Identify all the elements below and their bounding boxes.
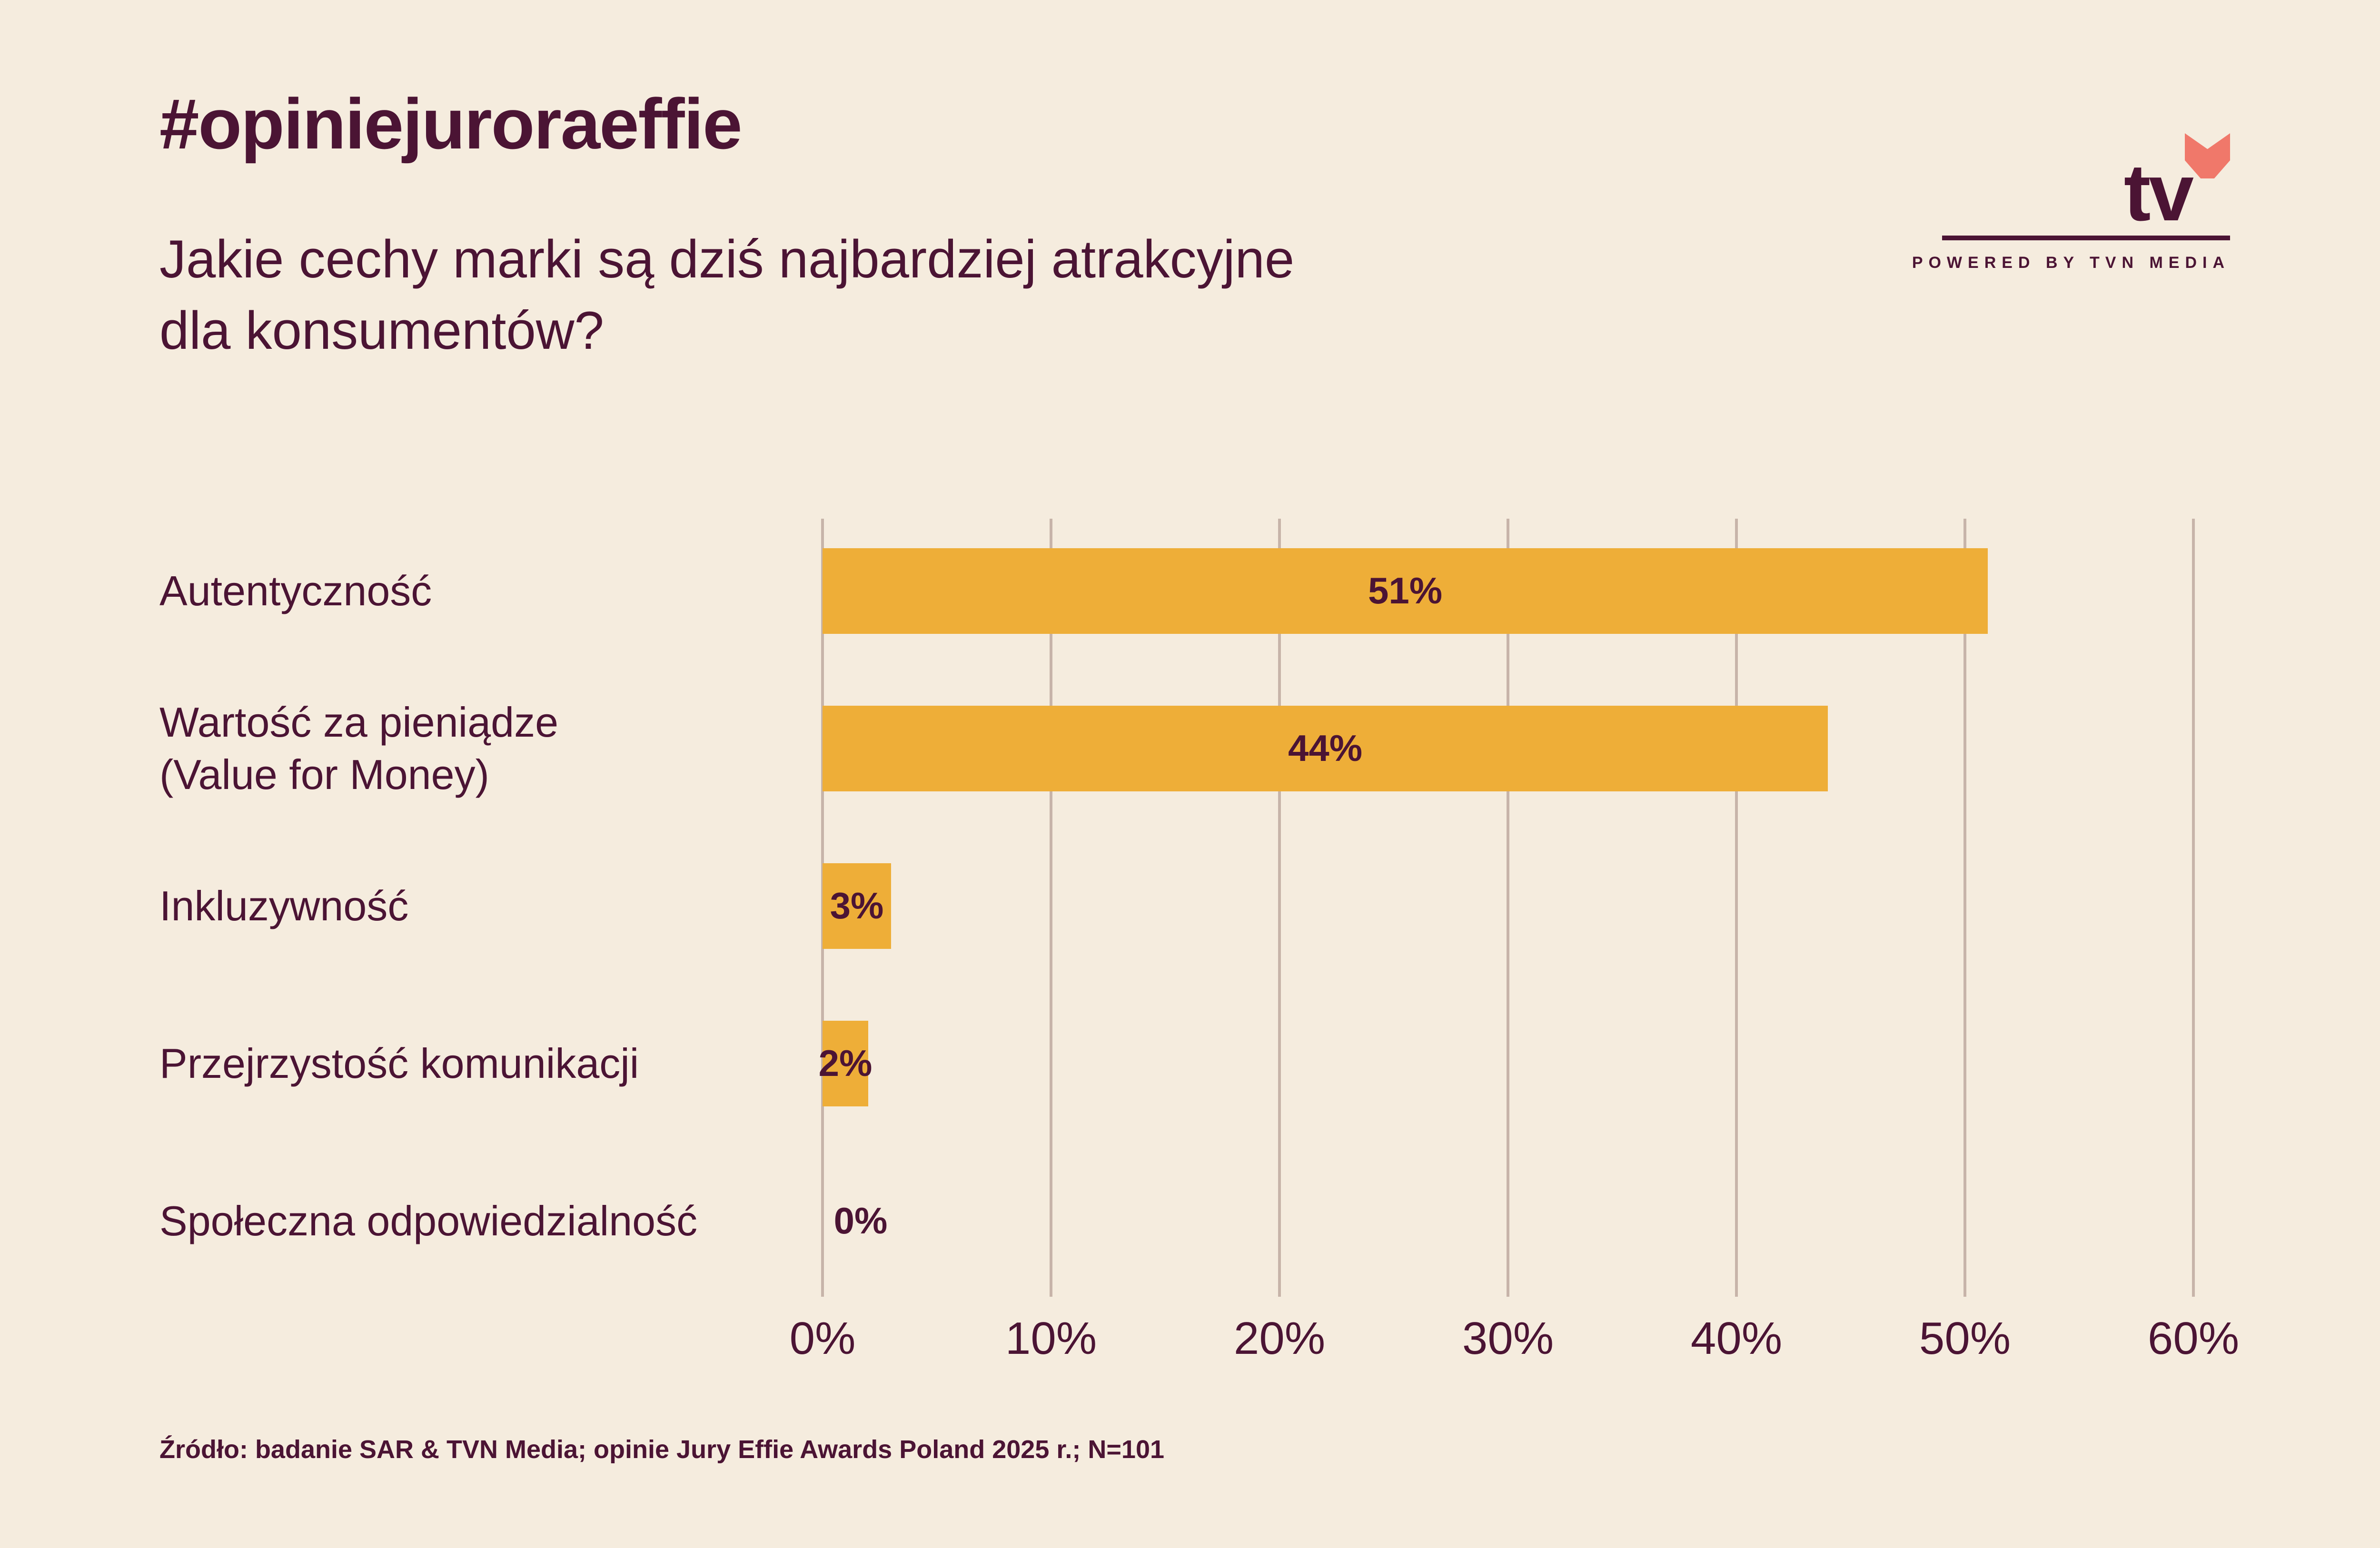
heart-icon: [2185, 133, 2230, 178]
logo-tagline: POWERED BY TVN MEDIA: [1912, 254, 2230, 272]
logo-divider: [1942, 236, 2230, 240]
x-tick-label: 10%: [1005, 1313, 1097, 1364]
bar: [823, 706, 1828, 791]
x-tick-label: 40%: [1691, 1313, 1782, 1364]
bar: [823, 1021, 868, 1106]
x-tick-label: 0%: [790, 1313, 856, 1364]
category-label: Wartość za pieniądze (Value for Money): [159, 699, 559, 798]
question-line-1: Jakie cechy marki są dziś najbardziej at…: [159, 229, 1295, 289]
x-tick-label: 60%: [2148, 1313, 2239, 1364]
logo-text: tv: [2123, 148, 2194, 238]
bar: [823, 863, 891, 949]
data-label: 3%: [830, 885, 884, 927]
tvn-logo: tv POWERED BY TVN MEDIA: [1912, 133, 2230, 286]
category-label: Przejrzystość komunikacji: [159, 1040, 639, 1087]
category-label: Społeczna odpowiedzialność: [159, 1197, 698, 1244]
hashtag-title: #opiniejuroraeffie: [159, 84, 743, 164]
category-label: Inkluzywność: [159, 882, 409, 929]
chart-question: Jakie cechy marki są dziś najbardziej at…: [159, 224, 1587, 366]
data-label: 44%: [1288, 727, 1362, 769]
bar: [823, 548, 1988, 634]
category-label: Autentyczność: [159, 567, 432, 614]
data-label: 0%: [834, 1200, 888, 1242]
x-tick-label: 30%: [1462, 1313, 1554, 1364]
data-label: 2%: [819, 1042, 873, 1084]
question-line-2: dla konsumentów?: [159, 301, 604, 360]
x-tick-label: 20%: [1234, 1313, 1325, 1364]
x-tick-label: 50%: [1919, 1313, 2011, 1364]
source-note: Źródło: badanie SAR & TVN Media; opinie …: [159, 1435, 1165, 1464]
data-label: 51%: [1368, 570, 1442, 611]
